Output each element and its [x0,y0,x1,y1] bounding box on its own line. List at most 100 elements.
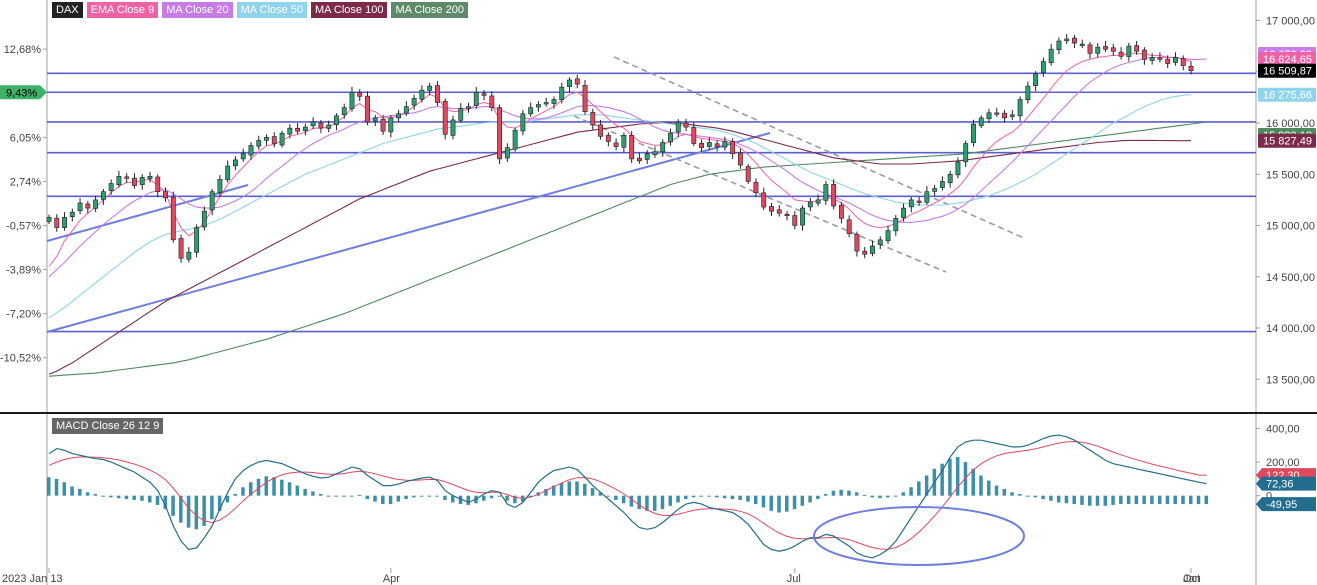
candle-body[interactable] [69,211,75,217]
candle-body[interactable] [838,204,844,219]
candle-body[interactable] [209,191,215,211]
candle-body[interactable] [1110,47,1116,52]
candle-body[interactable] [411,98,417,106]
candle-body[interactable] [46,217,52,222]
candle-body[interactable] [870,245,875,254]
candle-body[interactable] [1064,38,1070,42]
candle-body[interactable] [442,100,448,135]
candle-body[interactable] [310,121,316,127]
candle-body[interactable] [1017,99,1023,117]
candle-body[interactable] [77,202,83,212]
candle-body[interactable] [815,199,821,204]
candle-body[interactable] [372,117,378,122]
candle-body[interactable] [675,121,681,133]
candle-body[interactable] [100,191,106,200]
candle-body[interactable] [831,183,837,207]
candle-body[interactable] [1048,48,1054,64]
candle-body[interactable] [901,207,906,219]
candle-body[interactable] [380,119,386,132]
candle-body[interactable] [108,183,114,191]
candle-body[interactable] [1180,58,1186,66]
candle-body[interactable] [761,192,767,208]
candle-body[interactable] [326,124,332,129]
candle-body[interactable] [1157,57,1163,60]
candle-body[interactable] [116,176,122,186]
candle-body[interactable] [939,181,945,188]
candle-body[interactable] [170,196,176,241]
candle-body[interactable] [605,135,611,142]
candle-body[interactable] [271,136,277,144]
candle-body[interactable] [240,153,246,160]
candle-body[interactable] [807,201,813,208]
candle-body[interactable] [466,106,471,109]
candle-body[interactable] [1033,73,1039,86]
candle-body[interactable] [504,147,510,159]
candle-body[interactable] [256,140,262,147]
candle-body[interactable] [753,181,759,193]
candle-body[interactable] [582,84,588,113]
candle-body[interactable] [1149,57,1155,61]
candle-body[interactable] [706,142,712,147]
candle-body[interactable] [93,199,99,209]
candle-body[interactable] [1056,40,1062,51]
candle-body[interactable] [85,203,91,209]
candle-body[interactable] [986,112,992,119]
candle-body[interactable] [473,91,479,106]
candle-body[interactable] [784,213,790,217]
candle-body[interactable] [528,107,534,115]
candle-body[interactable] [295,127,301,132]
candle-body[interactable] [62,217,67,228]
candle-body[interactable] [1087,44,1093,54]
candle-body[interactable] [341,107,347,115]
candle-body[interactable] [551,99,557,104]
candle-body[interactable] [636,157,642,162]
candle-body[interactable] [660,142,666,153]
candle-body[interactable] [559,86,565,101]
candle-body[interactable] [248,145,254,156]
candle-body[interactable] [497,107,503,160]
candle-body[interactable] [590,111,596,126]
candle-body[interactable] [629,135,635,160]
candle-body[interactable] [1134,45,1140,52]
candle-body[interactable] [543,102,549,105]
candle-body[interactable] [1095,46,1101,54]
candle-body[interactable] [644,153,650,160]
candle-body[interactable] [745,166,751,182]
candle-body[interactable] [217,179,223,194]
candle-body[interactable] [722,141,728,148]
candle-body[interactable] [1072,37,1077,44]
candle-body[interactable] [730,141,736,155]
candle-body[interactable] [908,199,914,208]
candle-body[interactable] [365,95,370,123]
candle-body[interactable] [955,161,961,176]
candle-body[interactable] [1141,49,1147,60]
candle-body[interactable] [598,124,604,137]
candle-body[interactable] [124,176,130,179]
candle-body[interactable] [877,239,883,245]
candle-body[interactable] [520,113,526,132]
candle-body[interactable] [1079,43,1085,46]
candle-body[interactable] [147,176,153,180]
candle-body[interactable] [574,78,580,85]
candle-body[interactable] [714,143,720,147]
candle-body[interactable] [1173,57,1178,63]
candle-body[interactable] [1009,114,1015,117]
candle-body[interactable] [1188,65,1194,72]
candle-body[interactable] [139,177,145,185]
candle-body[interactable] [893,218,899,232]
candle-body[interactable] [737,152,743,166]
candle-body[interactable] [186,251,192,260]
candle-body[interactable] [668,132,673,143]
candle-body[interactable] [435,85,440,103]
candle-body[interactable] [846,219,852,234]
candle-body[interactable] [318,122,324,129]
candle-body[interactable] [349,91,355,110]
candle-body[interactable] [403,106,409,114]
candle-body[interactable] [932,188,938,192]
candle-body[interactable] [978,117,984,126]
candle-body[interactable] [512,129,518,150]
candle-body[interactable] [132,177,137,186]
candle-body[interactable] [357,92,363,97]
candle-body[interactable] [613,142,619,147]
